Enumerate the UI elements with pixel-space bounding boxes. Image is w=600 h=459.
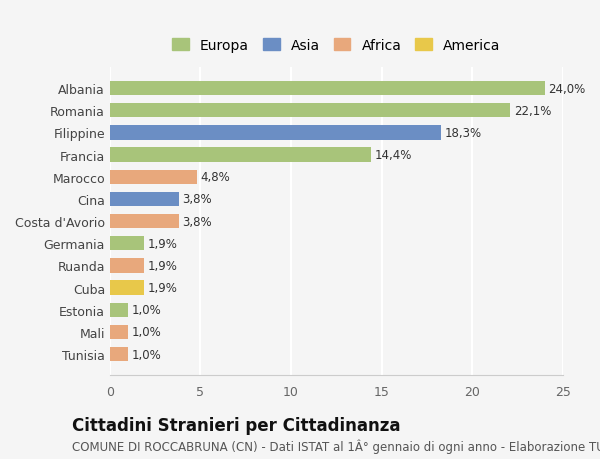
Bar — [110, 281, 144, 295]
Bar — [110, 259, 144, 273]
Bar — [110, 325, 128, 339]
Legend: Europa, Asia, Africa, America: Europa, Asia, Africa, America — [168, 35, 505, 57]
Text: 14,4%: 14,4% — [374, 149, 412, 162]
Bar — [110, 347, 128, 362]
Bar — [110, 82, 545, 96]
Text: 1,9%: 1,9% — [148, 237, 178, 250]
Bar — [110, 192, 179, 207]
Bar — [110, 104, 510, 118]
Text: 3,8%: 3,8% — [182, 193, 212, 206]
Bar — [110, 170, 197, 185]
Bar — [110, 148, 371, 162]
Text: 1,9%: 1,9% — [148, 281, 178, 294]
Text: 22,1%: 22,1% — [514, 105, 551, 118]
Bar — [110, 214, 179, 229]
Text: 1,0%: 1,0% — [131, 326, 161, 339]
Text: 4,8%: 4,8% — [200, 171, 230, 184]
Bar — [110, 236, 144, 251]
Text: 1,0%: 1,0% — [131, 348, 161, 361]
Text: COMUNE DI ROCCABRUNA (CN) - Dati ISTAT al 1Â° gennaio di ogni anno - Elaborazion: COMUNE DI ROCCABRUNA (CN) - Dati ISTAT a… — [72, 439, 600, 453]
Text: 1,9%: 1,9% — [148, 259, 178, 272]
Text: 3,8%: 3,8% — [182, 215, 212, 228]
Text: Cittadini Stranieri per Cittadinanza: Cittadini Stranieri per Cittadinanza — [72, 416, 401, 434]
Text: 24,0%: 24,0% — [548, 83, 586, 95]
Text: 1,0%: 1,0% — [131, 303, 161, 317]
Text: 18,3%: 18,3% — [445, 127, 482, 140]
Bar — [110, 126, 441, 140]
Bar — [110, 303, 128, 317]
